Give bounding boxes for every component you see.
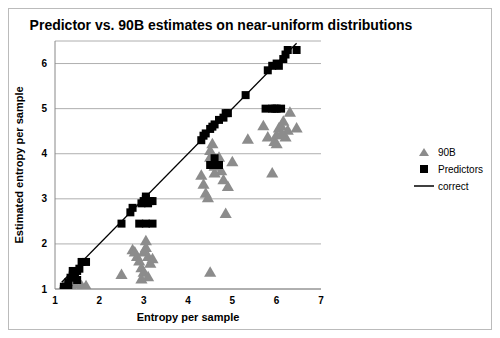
svg-text:1: 1 bbox=[52, 295, 58, 306]
svg-text:5: 5 bbox=[230, 295, 236, 306]
svg-text:2: 2 bbox=[97, 295, 103, 306]
svg-text:6: 6 bbox=[41, 58, 47, 69]
svg-text:Estimated entropy per sample: Estimated entropy per sample bbox=[13, 86, 25, 243]
svg-text:4: 4 bbox=[185, 295, 191, 306]
svg-text:5: 5 bbox=[41, 103, 47, 114]
svg-text:2: 2 bbox=[41, 238, 47, 249]
html-text:correct: correct bbox=[438, 180, 469, 192]
html-text:Predictors: Predictors bbox=[438, 163, 483, 175]
svg-text:7: 7 bbox=[318, 295, 324, 306]
svg-text:4: 4 bbox=[41, 148, 47, 159]
svg-text:Entropy per sample: Entropy per sample bbox=[137, 311, 240, 323]
html-text:Predictor vs. 90B estimates on: Predictor vs. 90B estimates on near-unif… bbox=[29, 17, 413, 33]
svg-text:6: 6 bbox=[274, 295, 280, 306]
svg-text:3: 3 bbox=[41, 193, 47, 204]
svg-text:3: 3 bbox=[141, 295, 147, 306]
svg-text:1: 1 bbox=[41, 284, 47, 295]
html-text:90B: 90B bbox=[438, 146, 456, 158]
